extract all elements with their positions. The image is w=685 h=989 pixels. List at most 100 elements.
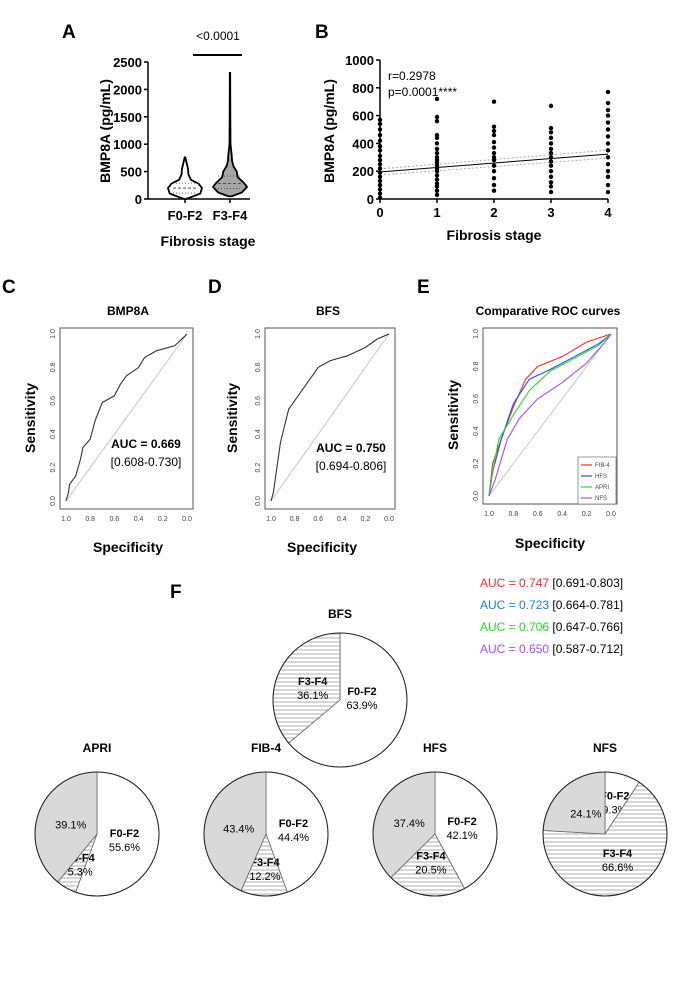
- auc-line: AUC = 0.706 [0.647-0.766]: [480, 620, 623, 634]
- pie-slice-label: F0-F2: [279, 818, 308, 830]
- data-point: [605, 189, 611, 195]
- panel-label-e: E: [417, 277, 430, 298]
- data-point: [434, 150, 440, 156]
- data-point: [491, 145, 497, 150]
- y-tick-label: 0.0: [255, 496, 262, 506]
- pie-slice-percent: 63.9%: [346, 700, 377, 712]
- chart-title: Comparative ROC curves: [476, 304, 621, 318]
- x-tick-label: 0.0: [606, 511, 616, 518]
- pie-slice-percent: 36.1%: [297, 690, 328, 702]
- panel-label-a: A: [62, 22, 76, 43]
- data-point: [548, 141, 554, 146]
- data-point: [434, 141, 440, 146]
- auc-ci: [0.647-0.766]: [552, 620, 623, 634]
- x-tick-label: 0.6: [533, 511, 543, 518]
- y-tick-label: 0.8: [255, 362, 262, 372]
- auc-line: AUC = 0.650 [0.587-0.712]: [480, 642, 623, 656]
- data-point: [605, 141, 611, 146]
- data-point: [377, 178, 383, 184]
- data-point: [434, 146, 440, 152]
- auc-ci: [0.694-0.806]: [316, 459, 387, 473]
- chart-a: BMP8A (pg/mL) Fibrosis stage <0.0001 0 50…: [97, 29, 256, 249]
- data-point: [548, 150, 554, 156]
- data-point: [605, 148, 611, 153]
- data-point: [605, 174, 611, 179]
- x-tick-label: 0.6: [313, 516, 323, 523]
- roc-curve-nfs: [488, 333, 612, 497]
- pie-slice-percent: 42.1%: [446, 830, 477, 842]
- chart-c: BMP8A Sensitivity Specificity AUC = 0.66…: [22, 304, 194, 555]
- x-tick-label: 1: [433, 205, 440, 220]
- pie-slice-label: F0-F2: [600, 790, 629, 802]
- pie-slice-percent: 39.1%: [55, 820, 86, 832]
- y-tick-label: 800: [352, 81, 374, 96]
- data-point: [605, 120, 611, 125]
- data-point: [377, 132, 383, 138]
- x-axis-label: Fibrosis stage: [447, 227, 542, 243]
- y-axis-label: BMP8A (pg/mL): [321, 79, 337, 183]
- y-tick-label: 0.6: [255, 396, 262, 406]
- data-point: [605, 127, 611, 132]
- x-tick-label: 1.0: [484, 511, 494, 518]
- data-point: [605, 169, 611, 174]
- data-point: [491, 155, 497, 160]
- chart-title: BMP8A: [107, 304, 149, 318]
- data-point: [605, 107, 611, 113]
- roc-curve-hfs: [488, 333, 612, 497]
- data-point: [491, 150, 497, 156]
- pie-slice-gray: [542, 771, 606, 835]
- data-point: [548, 130, 554, 135]
- diagonal-reference-line: [488, 333, 612, 497]
- pie-title: NFS: [593, 741, 617, 755]
- legend-label: APRI: [595, 485, 609, 491]
- x-tick-label: 0: [376, 205, 383, 220]
- x-tick-label: 0.4: [337, 516, 347, 523]
- roc-curve: [65, 333, 188, 502]
- x-tick-label: 0.2: [158, 516, 168, 523]
- data-point: [548, 103, 554, 109]
- pie-outline: [34, 771, 160, 897]
- violin-F3-F4: [211, 72, 249, 198]
- pie-title: HFS: [423, 741, 447, 755]
- data-point: [377, 170, 383, 175]
- x-tick-label: 0.2: [582, 511, 592, 518]
- panel-label-d: D: [208, 277, 222, 298]
- y-tick-label: 0.0: [473, 491, 480, 501]
- auc-line: AUC = 0.747 [0.691-0.803]: [480, 576, 623, 590]
- y-tick-label: 1000: [345, 53, 374, 68]
- data-point: [377, 157, 383, 163]
- roc-curve-apri: [488, 333, 612, 497]
- data-point: [434, 155, 440, 160]
- auc-value: AUC = 0.650: [480, 642, 552, 656]
- data-point: [605, 162, 611, 167]
- x-axis-label: Specificity: [287, 539, 357, 555]
- data-point: [377, 195, 383, 200]
- y-tick-label: 2500: [113, 55, 142, 70]
- pie-slice-percent: 44.4%: [278, 832, 309, 844]
- panel-label-b: B: [315, 22, 329, 43]
- violin-F0-F2: [167, 156, 203, 200]
- y-tick-label: 400: [352, 136, 374, 151]
- x-axis-label: Specificity: [93, 539, 163, 555]
- pie-slice-percent: 66.6%: [602, 862, 633, 874]
- auc-value: AUC = 0.747: [480, 576, 552, 590]
- data-point: [377, 153, 383, 159]
- y-tick-label: 200: [352, 164, 374, 179]
- y-tick-label: 1500: [113, 110, 142, 125]
- pie-chart-hfs: HFS F0-F2 42.1%F3-F4 20.5% 37.4%: [372, 741, 498, 897]
- x-tick-label: 0.8: [290, 516, 300, 523]
- data-point: [434, 118, 440, 124]
- y-tick-label: 0.6: [473, 394, 480, 404]
- data-point: [377, 187, 383, 192]
- pie-slice-label: F3-F4: [416, 851, 446, 863]
- y-axis-label: Sensitivity: [445, 380, 461, 450]
- y-tick-label: 0.4: [50, 429, 57, 439]
- legend-label: NFS: [595, 496, 607, 502]
- y-tick-label: 0: [135, 192, 142, 207]
- data-point: [491, 169, 497, 174]
- pie-chart-bfs: BFS F0-F2 63.9% F3-F4 36.1%: [272, 607, 408, 768]
- data-point: [377, 174, 383, 179]
- y-tick-label: 0.0: [50, 496, 57, 506]
